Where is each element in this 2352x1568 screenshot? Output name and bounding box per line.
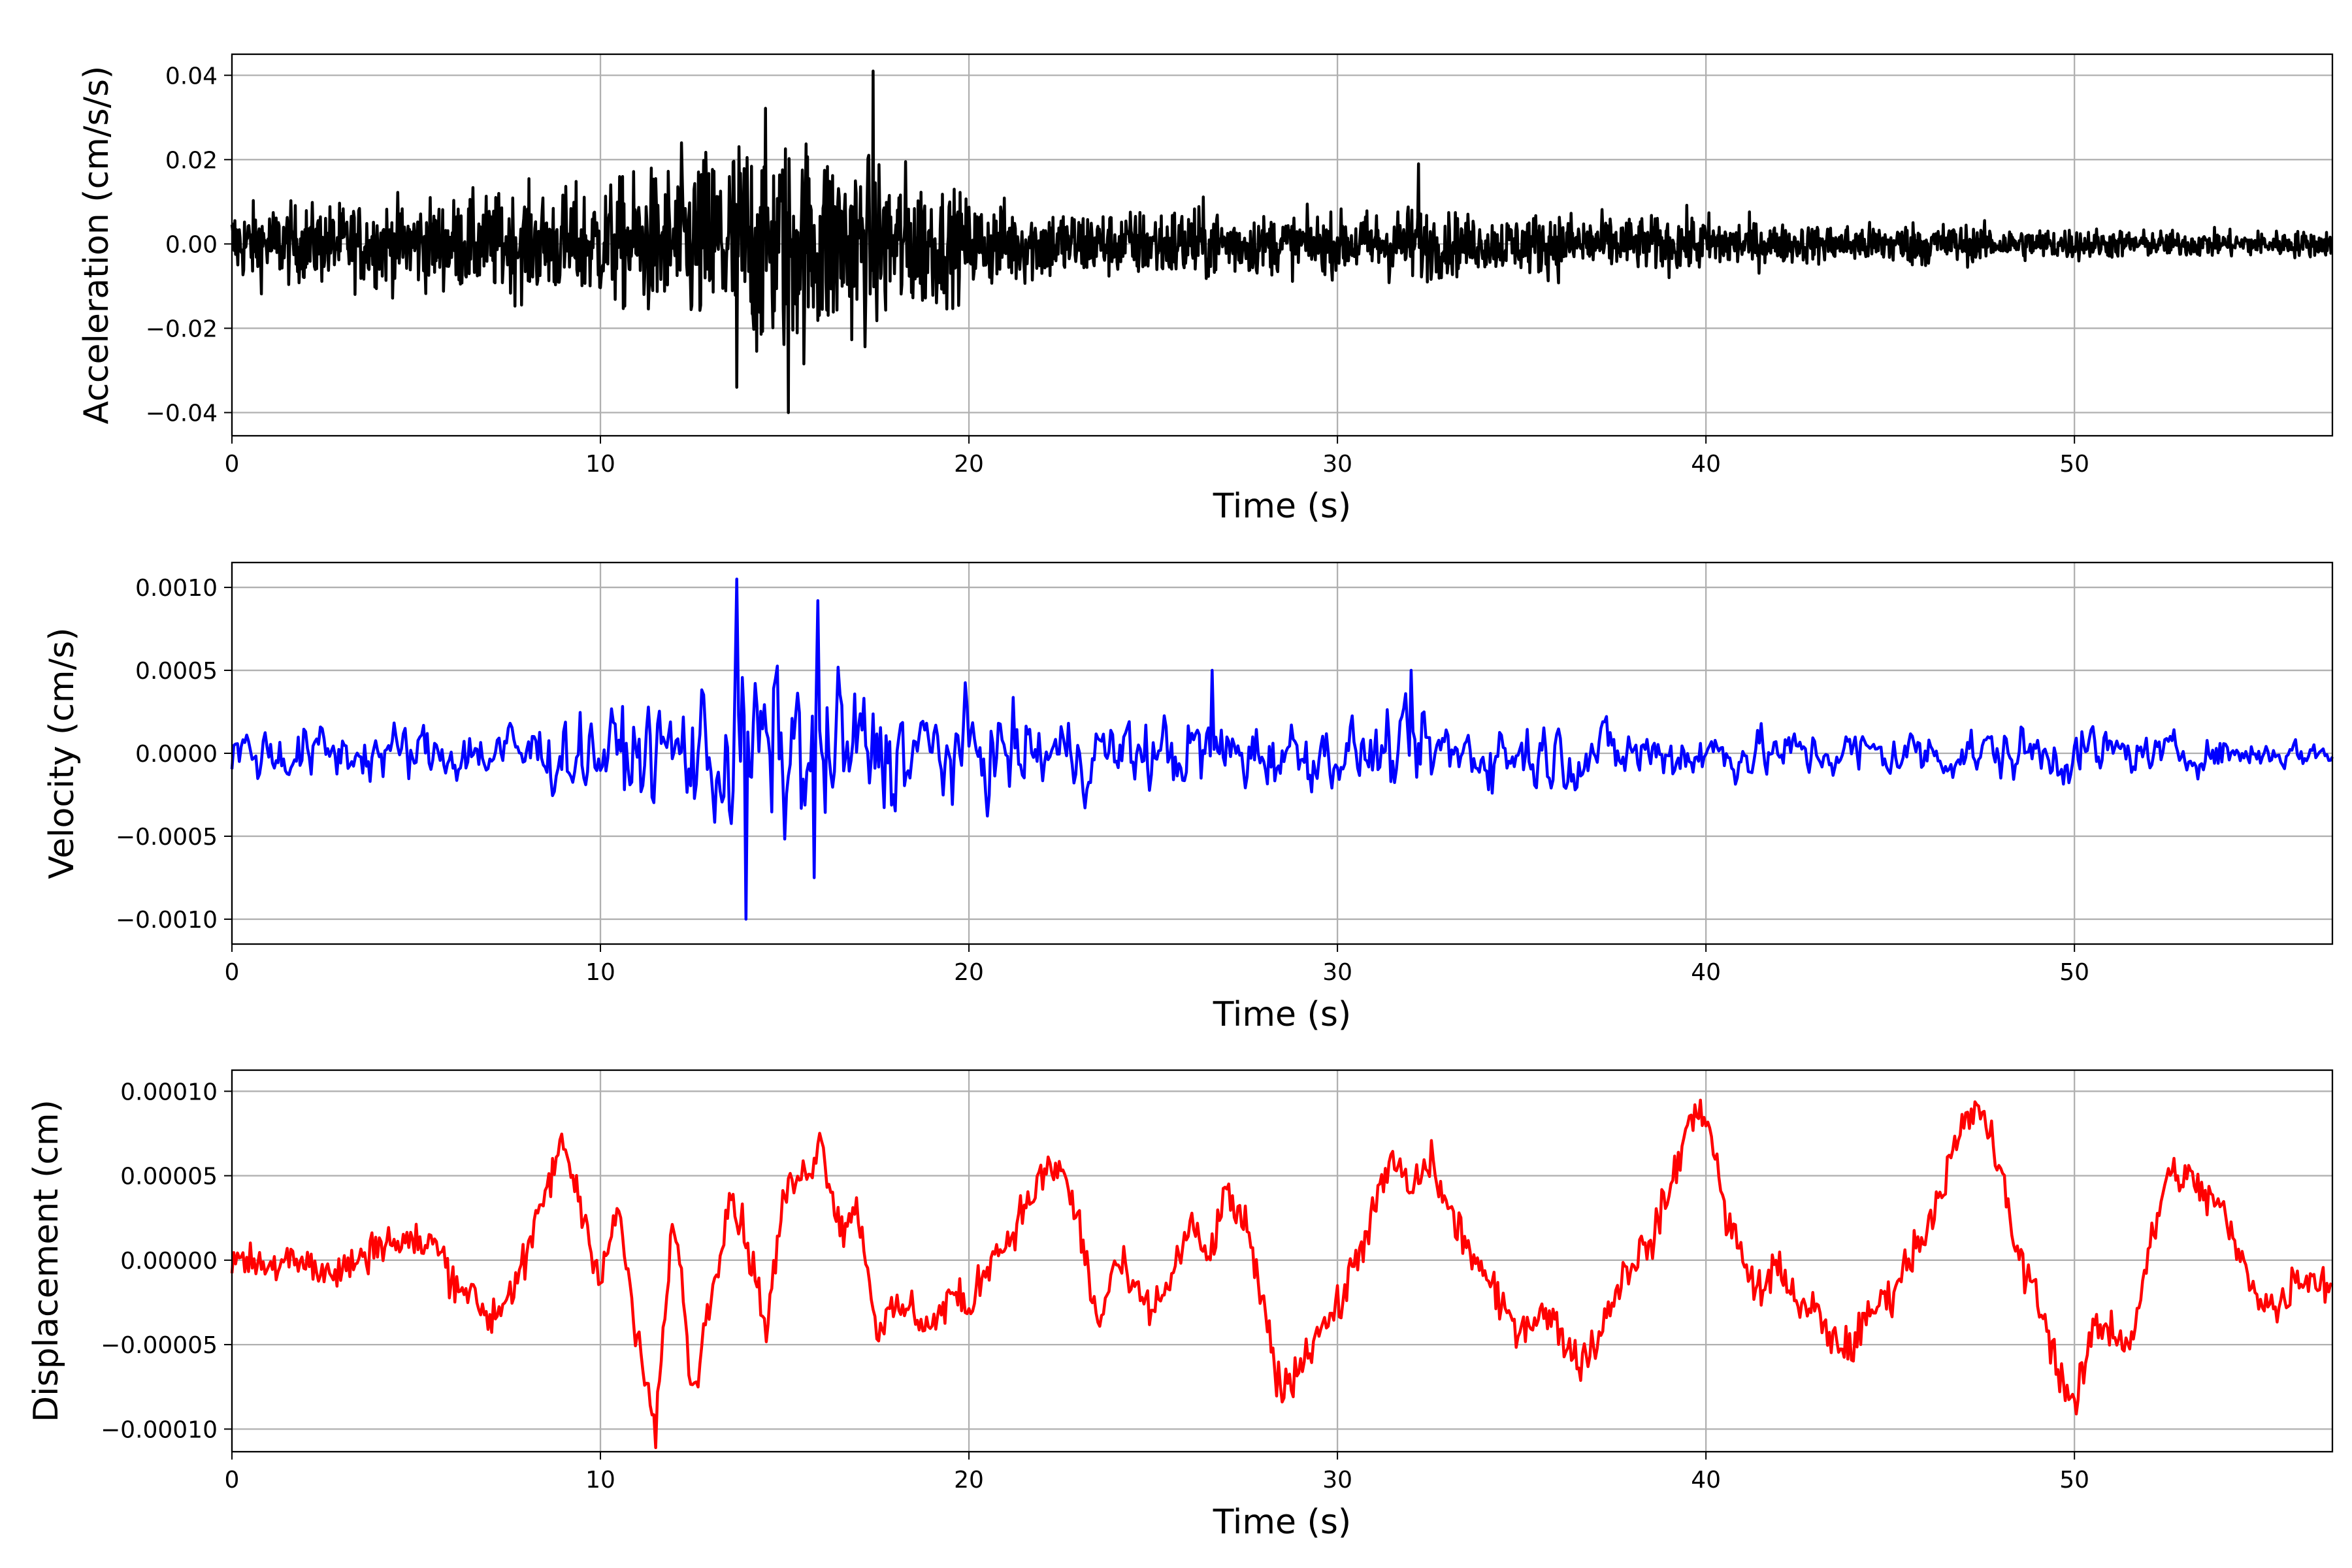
x-tick-label: 40: [1691, 1467, 1721, 1494]
y-tick-label: 0.0005: [135, 658, 218, 685]
x-axis-label: Time (s): [1213, 487, 1351, 526]
y-tick-label: −0.0010: [116, 907, 218, 934]
x-tick-label: 40: [1691, 451, 1721, 478]
x-tick-label: 20: [954, 1467, 984, 1494]
x-tick-label: 10: [585, 1467, 615, 1494]
y-tick-label: −0.04: [146, 400, 218, 427]
y-tick-label: −0.02: [146, 316, 218, 342]
x-tick-label: 40: [1691, 959, 1721, 986]
y-tick-label: 0.0010: [135, 575, 218, 602]
x-tick-label: 0: [225, 451, 240, 478]
acceleration-panel: 0 10 20 30 40 50 −0.04 −0.02 0.00 0.02 0.04 Time (s…: [77, 53, 2334, 526]
x-tick-label: 10: [585, 451, 615, 478]
y-axis-label: Velocity (cm/s): [42, 628, 82, 879]
displacement-series-line: [230, 1098, 2334, 1450]
y-tick-label: 0.02: [165, 147, 218, 174]
y-tick-label: 0.00000: [120, 1248, 218, 1275]
axes-frame: [231, 53, 2334, 437]
x-axis-label: Time (s): [1213, 995, 1351, 1034]
displacement-panel: 0 10 20 30 40 50 −0.00010 −0.00005 0.00000 0.0000…: [27, 1069, 2334, 1542]
y-tick-label: 0.00: [165, 231, 218, 258]
y-tick-label: 0.00005: [120, 1164, 218, 1190]
velocity-series-line: [230, 578, 2334, 921]
y-axis-label: Acceleration (cm/s/s): [77, 66, 116, 425]
y-tick-label: 0.0000: [135, 741, 218, 768]
y-tick-label: −0.00010: [101, 1416, 218, 1443]
x-tick-label: 20: [954, 451, 984, 478]
axes-frame: [231, 1069, 2334, 1453]
y-tick-label: 0.00010: [120, 1079, 218, 1105]
x-tick-label: 30: [1322, 1467, 1352, 1494]
x-tick-label: 50: [2059, 959, 2089, 986]
x-tick-label: 50: [2059, 1467, 2089, 1494]
x-tick-label: 0: [225, 1467, 240, 1494]
axes-frame: [231, 561, 2334, 945]
x-tick-label: 50: [2059, 451, 2089, 478]
x-axis-label: Time (s): [1213, 1503, 1351, 1542]
x-tick-label: 20: [954, 959, 984, 986]
y-axis-label: Displacement (cm): [27, 1100, 66, 1422]
velocity-panel: 0 10 20 30 40 50 −0.0010 −0.0005 0.0000 0.0005 0.0…: [42, 561, 2334, 1034]
y-tick-label: −0.0005: [116, 824, 218, 851]
x-tick-label: 10: [585, 959, 615, 986]
y-tick-label: 0.04: [165, 63, 218, 90]
x-tick-label: 0: [225, 959, 240, 986]
y-tick-label: −0.00005: [101, 1332, 218, 1359]
x-tick-label: 30: [1322, 959, 1352, 986]
acceleration-series-line: [230, 69, 2332, 414]
x-tick-label: 30: [1322, 451, 1352, 478]
